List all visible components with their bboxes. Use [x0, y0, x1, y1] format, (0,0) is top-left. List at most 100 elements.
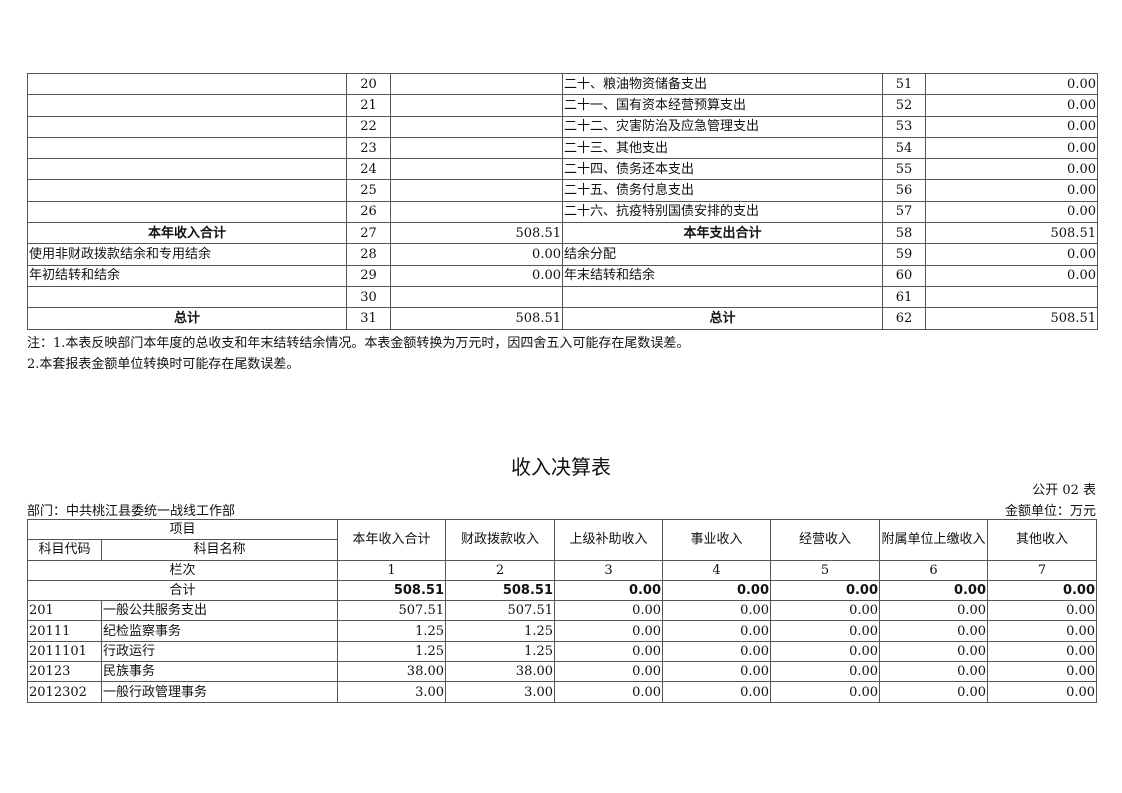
- subject-code: 2012302: [27, 681, 102, 703]
- cell-left: [27, 179, 347, 202]
- cell-rn: 59: [882, 243, 926, 266]
- subject-name: 行政运行: [100, 640, 339, 663]
- amount: 0.00: [662, 681, 772, 703]
- cell-left: 使用非财政拨款结余和专用结余: [27, 243, 347, 266]
- cell-rn: 52: [882, 94, 926, 117]
- cell-rv: 0.00: [925, 243, 1098, 266]
- table-row: 2011101 行政运行 1.25 1.25 0.00 0.00 0.00 0.00 0.00: [27, 640, 1098, 663]
- table-row: 年初结转和结余 29 0.00 年末结转和结余 60 0.00: [27, 264, 1098, 287]
- cell-right: 二十、粮油物资储备支出: [562, 72, 883, 96]
- subject-code: 20123: [27, 661, 102, 683]
- column-number: 3: [554, 559, 664, 581]
- cell-right: 二十四、债务还本支出: [562, 158, 883, 181]
- subject-name: 一般行政管理事务: [100, 681, 339, 703]
- total-label: 合计: [26, 579, 339, 602]
- cell-rv: 0.00: [925, 200, 1098, 224]
- header-col: 经营收入: [770, 519, 881, 561]
- cell-rn: 60: [882, 264, 926, 287]
- table-row: 22 二十二、灾害防治及应急管理支出 53 0.00: [27, 115, 1098, 138]
- cell-rv: 0.00: [925, 179, 1098, 202]
- column-number: 7: [987, 559, 1098, 581]
- amount: 38.00: [445, 661, 556, 683]
- column-number: 5: [770, 559, 881, 581]
- subject-code: 2011101: [27, 640, 102, 663]
- amount: 0.00: [554, 681, 664, 703]
- amount: 3.00: [445, 681, 556, 703]
- table-row: 2012302 一般行政管理事务 3.00 3.00 0.00 0.00 0.00 0.00 0…: [27, 681, 1098, 703]
- amount: 0.00: [987, 640, 1098, 663]
- table-row: 201 一般公共服务支出 507.51 507.51 0.00 0.00 0.00 0.00 0…: [27, 600, 1098, 622]
- cell-lv: [390, 285, 563, 309]
- amount: 1.25: [445, 640, 556, 663]
- table-row: 总计 31 508.51 总计 62 508.51: [27, 307, 1098, 330]
- amount: 0.00: [879, 600, 989, 622]
- header-code: 科目代码: [27, 539, 102, 561]
- cell-ln: 23: [346, 136, 391, 160]
- cell-left: [27, 94, 347, 117]
- cell-rv: 0.00: [925, 264, 1098, 287]
- cell-right: 二十六、抗疫特别国债安排的支出: [562, 200, 883, 224]
- table-row: 本年收入合计 27 508.51 本年支出合计 58 508.51: [27, 222, 1098, 245]
- amount: 3.00: [337, 681, 447, 703]
- total-value: 0.00: [662, 579, 772, 602]
- cell-left: 总计: [27, 307, 347, 330]
- cell-left: 年初结转和结余: [27, 264, 347, 287]
- cell-ln: 24: [346, 158, 391, 181]
- cell-lv: [390, 115, 563, 138]
- cell-rn: 51: [882, 72, 926, 96]
- cell-ln: 28: [346, 243, 391, 266]
- cell-rv: 0.00: [925, 72, 1098, 96]
- total-value: 508.51: [337, 579, 447, 602]
- table-row: 30 61: [27, 285, 1098, 309]
- amount: 0.00: [554, 600, 664, 622]
- cell-lv: [390, 158, 563, 181]
- table-row: 26 二十六、抗疫特别国债安排的支出 57 0.00: [27, 200, 1098, 224]
- cell-rn: 57: [882, 200, 926, 224]
- amount: 0.00: [770, 640, 881, 663]
- cell-rv: [925, 285, 1098, 309]
- header-col: 上级补助收入: [554, 519, 664, 561]
- cell-ln: 27: [346, 222, 391, 245]
- cell-rv: 508.51: [925, 222, 1098, 245]
- header-row: 项目 本年收入合计 财政拨款收入 上级补助收入 事业收入 经营收入 附属单位上缴…: [26, 518, 1098, 561]
- amount: 0.00: [879, 661, 989, 683]
- cell-rn: 61: [882, 285, 926, 309]
- column-number: 1: [337, 559, 447, 581]
- table-row: 使用非财政拨款结余和专用结余 28 0.00 结余分配 59 0.00: [27, 243, 1098, 266]
- amount: 0.00: [770, 681, 881, 703]
- table-row: 20111 纪检监察事务 1.25 1.25 0.00 0.00 0.00 0.00 0.00: [27, 620, 1098, 642]
- cell-right: 总计: [562, 307, 883, 330]
- cell-left: [27, 158, 347, 181]
- total-value: 0.00: [770, 579, 881, 602]
- table-row: 21 二十一、国有资本经营预算支出 52 0.00: [27, 94, 1098, 117]
- note-2: 2.本套报表金额单位转换时可能存在尾数误差。: [27, 357, 300, 372]
- page-title: 收入决算表: [511, 455, 611, 479]
- amount: 507.51: [337, 600, 447, 622]
- cell-rn: 62: [882, 307, 926, 330]
- cell-rv: 0.00: [925, 136, 1098, 160]
- cell-left: [27, 200, 347, 224]
- header-col: 其他收入: [987, 519, 1098, 561]
- cell-right: 二十二、灾害防治及应急管理支出: [562, 115, 883, 138]
- table-row: 24 二十四、债务还本支出 55 0.00: [27, 158, 1098, 181]
- amount: 1.25: [337, 640, 447, 663]
- cell-ln: 22: [346, 115, 391, 138]
- income-table: 项目 本年收入合计 财政拨款收入 上级补助收入 事业收入 经营收入 附属单位上缴…: [26, 518, 1098, 703]
- unit-label: 金额单位：万元: [1004, 504, 1096, 519]
- total-value: 0.00: [879, 579, 989, 602]
- amount: 0.00: [662, 661, 772, 683]
- total-value: 508.51: [445, 579, 556, 602]
- column-label: 栏次: [26, 559, 339, 581]
- cell-right: 本年支出合计: [562, 222, 883, 245]
- column-number: 2: [445, 559, 556, 581]
- header-col: 事业收入: [662, 519, 772, 561]
- cell-lv: [390, 94, 563, 117]
- cell-ln: 21: [346, 94, 391, 117]
- cell-lv: [390, 179, 563, 202]
- cell-right: 结余分配: [562, 243, 883, 266]
- header-item: 项目: [26, 518, 339, 541]
- cell-ln: 26: [346, 200, 391, 224]
- cell-right: [562, 285, 883, 309]
- column-number: 4: [662, 559, 772, 581]
- amount: 0.00: [987, 661, 1098, 683]
